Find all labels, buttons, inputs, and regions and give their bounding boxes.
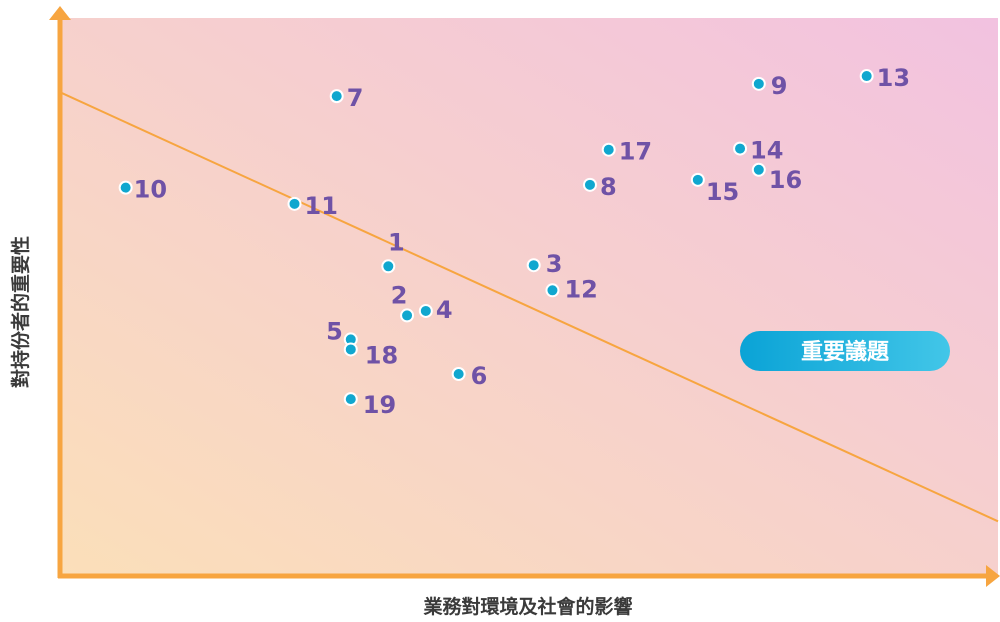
data-point-1 (381, 259, 396, 274)
plot-background (60, 18, 998, 576)
data-point-13 (859, 69, 874, 84)
data-label-4: 4 (436, 296, 453, 324)
data-label-16: 16 (769, 166, 802, 194)
data-point-6 (451, 367, 466, 382)
data-label-18: 18 (365, 341, 398, 369)
data-point-14 (733, 141, 748, 156)
data-point-10 (118, 180, 133, 195)
data-point-8 (582, 177, 597, 192)
data-point-16 (751, 162, 766, 177)
data-label-19: 19 (363, 391, 396, 419)
materiality-threshold-line (59, 91, 999, 523)
data-label-17: 17 (619, 138, 652, 166)
badge-label: 重要議題 (801, 339, 890, 365)
data-point-12 (545, 283, 560, 298)
data-label-2: 2 (391, 281, 408, 309)
data-point-3 (526, 258, 541, 273)
data-point-4 (418, 303, 433, 318)
data-point-11 (287, 196, 302, 211)
x-axis-title: 業務對環境及社會的影響 (422, 595, 632, 618)
data-label-8: 8 (600, 173, 617, 201)
data-label-13: 13 (877, 64, 910, 92)
data-point-18 (343, 342, 358, 357)
data-label-15: 15 (706, 178, 739, 206)
data-point-7 (329, 89, 344, 104)
data-label-10: 10 (134, 176, 167, 204)
data-label-12: 12 (564, 275, 597, 303)
y-axis-title: 對持份者的重要性 (9, 236, 32, 388)
badge-pill (740, 331, 950, 371)
data-label-1: 1 (388, 228, 405, 256)
data-point-2 (400, 308, 415, 323)
important-issues-badge: 重要議題 (740, 331, 950, 371)
axes (49, 6, 1000, 587)
y-axis-arrow-icon (49, 6, 71, 20)
data-label-6: 6 (471, 362, 488, 390)
data-label-9: 9 (771, 72, 788, 100)
data-label-5: 5 (326, 317, 343, 345)
data-label-7: 7 (347, 84, 364, 112)
data-point-15 (690, 172, 705, 187)
data-point-19 (343, 392, 358, 407)
x-axis-arrow-icon (986, 565, 1000, 587)
data-label-3: 3 (546, 250, 563, 278)
data-point-17 (601, 142, 616, 157)
data-point-9 (751, 76, 766, 91)
data-label-14: 14 (750, 137, 783, 165)
data-label-11: 11 (305, 192, 338, 220)
